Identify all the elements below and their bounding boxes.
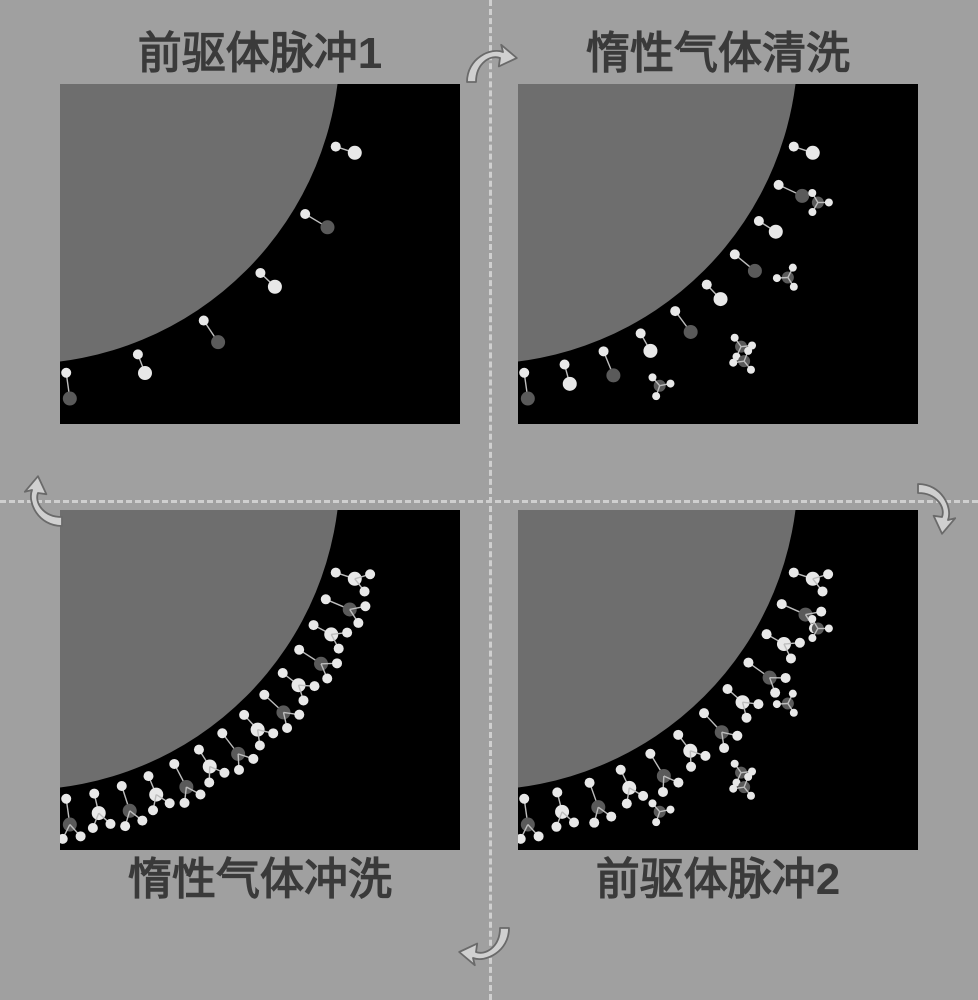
step-label: 惰性气体清洗 — [518, 30, 918, 78]
step-precursor-pulse-2: 前驱体脉冲2 — [518, 510, 918, 904]
step-panel — [60, 510, 460, 850]
molecule-illustration — [60, 84, 460, 424]
molecule-illustration — [60, 510, 460, 850]
step-label: 前驱体脉冲2 — [518, 856, 918, 904]
molecule-illustration — [518, 510, 918, 850]
step-inert-gas-purge-2: 惰性气体冲洗 — [60, 510, 460, 904]
cycle-arrow-icon — [443, 910, 533, 970]
step-label: 前驱体脉冲1 — [60, 30, 460, 78]
molecule-illustration — [518, 84, 918, 424]
step-precursor-pulse-1: 前驱体脉冲1 — [60, 30, 460, 424]
cycle-arrow-icon — [900, 460, 960, 550]
step-panel — [518, 510, 918, 850]
cycle-arrow-icon — [20, 460, 80, 550]
step-label: 惰性气体冲洗 — [60, 856, 460, 904]
diagram-container: 前驱体脉冲1 惰性气体清洗 惰性气体冲洗 前驱体脉冲2 — [0, 0, 978, 1000]
step-inert-gas-purge-1: 惰性气体清洗 — [518, 30, 918, 424]
quadrant-grid: 前驱体脉冲1 惰性气体清洗 惰性气体冲洗 前驱体脉冲2 — [60, 30, 918, 970]
cycle-arrow-icon — [443, 40, 533, 100]
step-panel — [518, 84, 918, 424]
step-panel — [60, 84, 460, 424]
